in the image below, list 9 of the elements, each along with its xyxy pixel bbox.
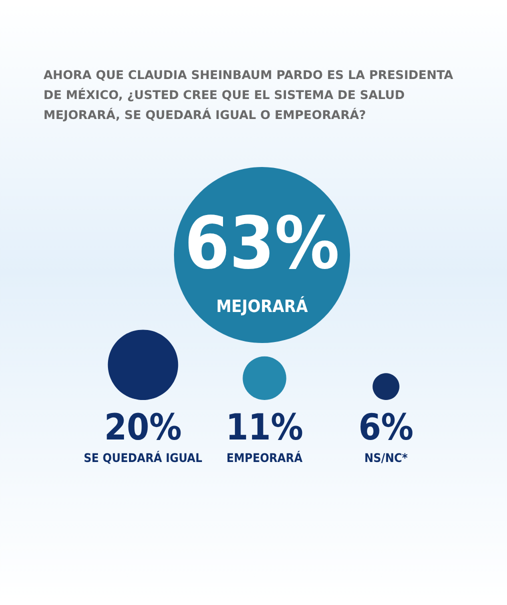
category-label: MEJORARÁ: [216, 296, 308, 317]
category-label: EMPEORARÁ: [226, 450, 304, 465]
data-label: 63%: [184, 201, 340, 285]
data-label: 20%: [104, 408, 182, 448]
data-label: 6%: [358, 408, 414, 448]
data-label: 11%: [226, 408, 304, 448]
category-label: NS/NC*: [364, 451, 408, 465]
text: AHORA QUE CLAUDIA SHEINBAUM PARDO ES LA PRESIDENTA DE MÉXICO, ¿USTED CREE QUE EL SISTEMA DE SALUD MEJORARÁ, SE QUEDARÁ IGUAL O EMPEORARÁ?: [44, 68, 458, 122]
category-label: SE QUEDARÁ IGUAL: [84, 450, 202, 465]
